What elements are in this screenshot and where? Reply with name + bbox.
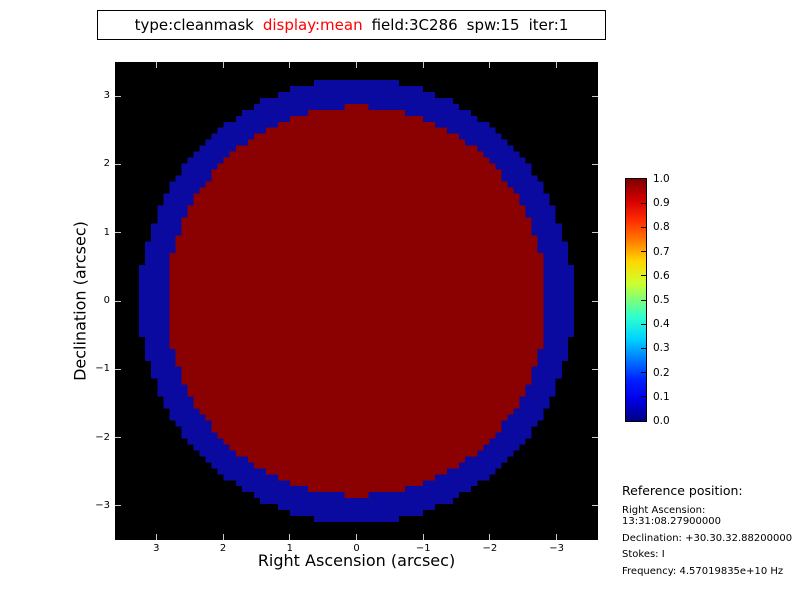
colorbar bbox=[625, 178, 647, 422]
x-axis-tick-label: −1 bbox=[415, 543, 431, 554]
x-axis-label: Right Ascension (arcsec) bbox=[257, 551, 456, 570]
title-segment: type:cleanmask bbox=[134, 16, 254, 34]
reference-line: Declination: +30.30.32.88200000 bbox=[622, 532, 793, 544]
x-axis-tick-label: 2 bbox=[219, 543, 227, 554]
reference-line: Stokes: I bbox=[622, 549, 665, 560]
colorbar-tick bbox=[641, 275, 646, 277]
title-segment: iter:1 bbox=[528, 16, 569, 34]
y-axis-tick-label: −2 bbox=[95, 431, 110, 443]
reference-line: Frequency: 4.57019835e+10 Hz bbox=[622, 565, 784, 577]
y-axis-tick bbox=[592, 163, 598, 165]
y-axis-tick-label: −1 bbox=[95, 363, 110, 375]
colorbar-tick bbox=[641, 396, 646, 398]
reference-line: Right Ascension: 13:31:08.27900000 bbox=[622, 505, 721, 527]
y-axis-tick bbox=[592, 437, 598, 439]
colorbar-tick-label: 0.2 bbox=[653, 366, 670, 379]
colorbar-tick bbox=[641, 323, 646, 325]
colorbar-tick-label: 0.8 bbox=[653, 221, 670, 234]
x-axis-tick bbox=[556, 62, 558, 68]
x-axis-tick bbox=[356, 534, 357, 540]
x-axis-tick-label: 0 bbox=[353, 543, 360, 554]
y-axis-tick bbox=[592, 95, 598, 97]
y-axis-tick bbox=[115, 95, 121, 97]
image-plot-area bbox=[115, 62, 598, 540]
colorbar-tick bbox=[641, 372, 646, 374]
x-axis-tick bbox=[222, 534, 224, 540]
colorbar-tick bbox=[641, 251, 646, 253]
title-segment: field:3C286 bbox=[371, 16, 458, 34]
colorbar-tick-label: 1.0 bbox=[653, 173, 670, 185]
colorbar-tick-label: 0.9 bbox=[653, 197, 670, 210]
x-axis-tick bbox=[422, 62, 424, 68]
x-axis-tick-label: 1 bbox=[286, 543, 293, 554]
x-axis-tick bbox=[155, 534, 157, 540]
colorbar-tick bbox=[641, 299, 646, 301]
colorbar-tick-label: 0.7 bbox=[653, 245, 670, 258]
x-axis-tick-label: −3 bbox=[549, 543, 564, 554]
title-box: type:cleanmask display:mean field:3C286 spw… bbox=[97, 10, 606, 40]
x-axis-tick bbox=[289, 62, 291, 68]
x-axis-tick bbox=[356, 62, 357, 68]
colorbar-tick bbox=[641, 202, 646, 204]
y-axis-tick-label: 1 bbox=[103, 226, 110, 238]
colorbar-tick-label: 0.6 bbox=[653, 269, 670, 282]
y-axis-tick-label: −3 bbox=[95, 499, 110, 511]
y-axis-tick bbox=[115, 505, 121, 507]
x-axis-tick bbox=[289, 534, 291, 540]
x-axis-tick-label: 3 bbox=[153, 543, 160, 554]
colorbar-tick-label: 0.1 bbox=[653, 390, 670, 403]
y-axis-tick bbox=[115, 437, 121, 439]
title-segment: display:mean bbox=[262, 16, 363, 34]
y-axis-tick bbox=[592, 232, 598, 234]
x-axis-tick bbox=[155, 62, 157, 68]
colorbar-tick-label: 0.0 bbox=[653, 415, 670, 427]
colorbar-tick bbox=[641, 226, 646, 228]
mask-raster-canvas bbox=[115, 62, 598, 540]
y-axis-tick bbox=[592, 505, 598, 507]
x-axis-tick bbox=[222, 62, 224, 68]
y-axis-tick bbox=[115, 300, 121, 302]
x-axis-tick bbox=[489, 534, 491, 540]
y-axis-tick-label: 0 bbox=[103, 295, 110, 306]
colorbar-tick-label: 0.5 bbox=[653, 294, 670, 306]
y-axis-tick bbox=[115, 232, 121, 234]
colorbar-tick bbox=[641, 347, 646, 349]
title-segment: spw:15 bbox=[466, 16, 520, 34]
reference-position-block: Reference position: Right Ascension: 13:… bbox=[622, 483, 800, 582]
y-axis-tick-label: 3 bbox=[103, 90, 110, 102]
y-axis-tick-label: 2 bbox=[103, 158, 110, 170]
y-axis-tick bbox=[115, 163, 121, 165]
reference-heading: Reference position: bbox=[622, 483, 743, 498]
y-axis-tick bbox=[115, 368, 121, 370]
x-axis-tick bbox=[489, 62, 491, 68]
colorbar-tick-label: 0.3 bbox=[653, 342, 670, 355]
y-axis-tick bbox=[592, 368, 598, 370]
colorbar-tick-label: 0.4 bbox=[653, 318, 670, 331]
reference-lines: Right Ascension: 13:31:08.27900000 Declin… bbox=[622, 505, 800, 577]
x-axis-tick bbox=[556, 534, 558, 540]
x-axis-tick bbox=[422, 534, 424, 540]
x-axis-tick-label: −2 bbox=[482, 543, 498, 554]
y-axis-tick bbox=[592, 300, 598, 302]
